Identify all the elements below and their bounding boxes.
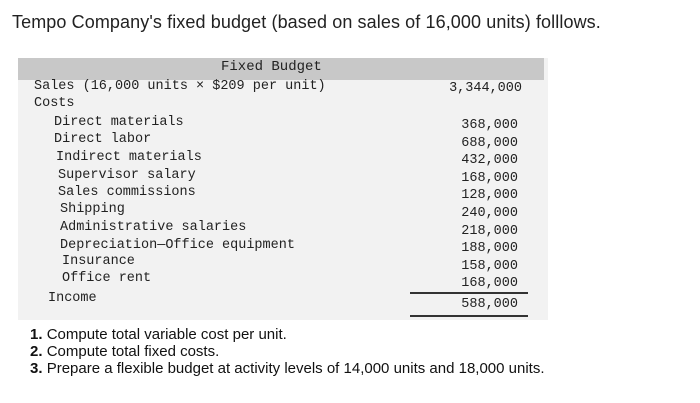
sales-label: Sales (16,000 units × $209 per unit) — [34, 79, 326, 94]
cost-row-value: 158,000 — [461, 259, 518, 274]
cost-row-label: Shipping — [60, 202, 125, 217]
question-number: 3. — [30, 360, 43, 377]
table-header-bar — [18, 58, 544, 80]
question-text: Prepare a flexible budget at activity le… — [46, 360, 545, 377]
fixed-budget-header: Fixed Budget — [221, 59, 322, 75]
income-value: 588,000 — [461, 297, 518, 312]
question-list: 1. Compute total variable cost per unit.… — [30, 326, 545, 377]
cost-row-label: Direct labor — [54, 132, 152, 147]
cost-row-value: 368,000 — [461, 118, 518, 133]
problem-title: Tempo Company's fixed budget (based on s… — [12, 12, 601, 32]
cost-row-value: 168,000 — [461, 171, 518, 186]
cost-row-label: Indirect materials — [56, 150, 202, 165]
cost-row-value: 688,000 — [461, 136, 518, 151]
sales-value: 3,344,000 — [449, 81, 522, 96]
cost-row-value: 168,000 — [461, 276, 518, 291]
total-rule — [410, 315, 528, 317]
cost-row-label: Office rent — [62, 271, 152, 286]
question-text: Compute total fixed costs. — [46, 343, 220, 360]
income-label: Income — [48, 291, 97, 306]
cost-row-value: 432,000 — [461, 153, 518, 168]
costs-label: Costs — [34, 96, 75, 111]
cost-row-label: Administrative salaries — [60, 220, 247, 235]
question-number: 2. — [30, 343, 43, 360]
cost-row-label: Sales commissions — [58, 185, 196, 200]
question-text: Compute total variable cost per unit. — [46, 326, 287, 343]
cost-row-label: Insurance — [62, 254, 135, 269]
cost-row-value: 188,000 — [461, 241, 518, 256]
cost-row-label: Depreciation—Office equipment — [60, 238, 295, 253]
question-item: 3. Prepare a flexible budget at activity… — [30, 360, 545, 377]
cost-row-value: 240,000 — [461, 206, 518, 221]
question-item: 1. Compute total variable cost per unit. — [30, 326, 545, 343]
question-item: 2. Compute total fixed costs. — [30, 343, 545, 360]
cost-row-value: 218,000 — [461, 224, 518, 239]
subtotal-rule — [410, 292, 528, 294]
cost-row-value: 128,000 — [461, 188, 518, 203]
cost-row-label: Supervisor salary — [58, 168, 196, 183]
cost-row-label: Direct materials — [54, 115, 184, 130]
question-number: 1. — [30, 326, 43, 343]
budget-table — [18, 58, 548, 320]
